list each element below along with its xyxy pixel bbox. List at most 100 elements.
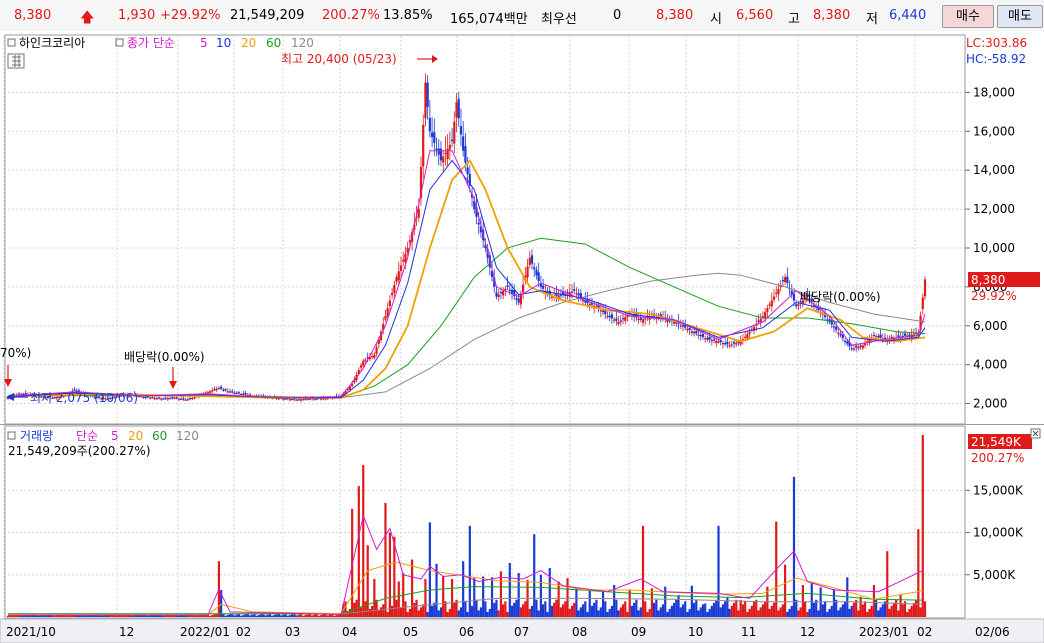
candle-body xyxy=(111,397,114,399)
candle-body xyxy=(726,341,729,345)
volume-bar xyxy=(821,604,824,617)
candle-body xyxy=(561,291,565,295)
last-change-label: 29.92% xyxy=(971,289,1017,303)
volume-bar xyxy=(40,615,43,617)
volume-bar xyxy=(812,602,816,617)
volume-bar xyxy=(335,615,338,617)
candle-body xyxy=(724,343,727,345)
candle-body xyxy=(761,316,765,318)
volume-bar xyxy=(695,599,698,617)
volume-bar xyxy=(686,611,689,617)
candle-body xyxy=(546,291,549,294)
candle-body xyxy=(752,326,756,331)
volume-bar xyxy=(273,615,276,617)
volume-bar xyxy=(308,613,312,617)
volume-bar xyxy=(49,614,52,617)
volume-bar xyxy=(522,604,525,617)
candle-body xyxy=(371,356,374,358)
candle-body xyxy=(850,348,853,350)
volume-bar xyxy=(77,615,81,617)
volume-bar xyxy=(619,607,622,617)
volume-bar xyxy=(62,615,65,617)
volume-bar xyxy=(351,508,354,617)
x-tick-label: 2023/01 xyxy=(859,625,909,639)
volume-bar xyxy=(282,614,285,617)
volume-bar xyxy=(915,599,918,617)
volume-bar xyxy=(719,607,722,617)
candle-body xyxy=(859,345,862,347)
volume-bar xyxy=(430,605,434,617)
candle-body xyxy=(839,333,842,336)
candle-body xyxy=(462,136,465,151)
volume-bar xyxy=(504,601,507,617)
volume-bar xyxy=(559,607,562,617)
candle-body xyxy=(732,341,736,344)
volume-bar xyxy=(442,576,445,617)
volume-bar xyxy=(473,578,476,617)
candle-body xyxy=(149,397,152,399)
volume-bar xyxy=(157,614,161,617)
volume-bar xyxy=(235,614,238,617)
candle-body xyxy=(408,240,411,243)
volume-bar xyxy=(826,611,829,617)
volume-bar xyxy=(764,601,767,617)
volume-bar xyxy=(450,579,454,617)
volume-bar xyxy=(331,614,334,617)
volume-bar xyxy=(670,605,673,617)
volume-bar xyxy=(557,581,560,617)
volume-bar xyxy=(84,615,87,617)
candle-body xyxy=(599,310,602,312)
table-grid-icon-lines xyxy=(12,55,21,67)
volume-bar xyxy=(6,615,10,617)
candle-body xyxy=(730,344,733,346)
legend-box-icon[interactable] xyxy=(7,38,16,47)
candle-body xyxy=(430,132,434,138)
candle-body xyxy=(375,347,378,354)
volume-bar xyxy=(171,615,174,617)
volume-bar xyxy=(31,615,34,617)
candle-body xyxy=(490,271,494,278)
candle-body xyxy=(497,294,500,297)
volume-bar xyxy=(493,602,496,617)
candle-body xyxy=(921,297,924,310)
volume-bar xyxy=(688,608,691,617)
volume-bar xyxy=(80,614,83,617)
candle-body xyxy=(22,393,25,396)
volume-bar xyxy=(388,532,391,617)
volume-bar xyxy=(271,615,274,617)
candle-body xyxy=(695,330,698,334)
candle-body xyxy=(166,398,169,400)
ask-price: 8,380 xyxy=(656,8,694,23)
legend-ma-box-icon[interactable] xyxy=(115,38,124,47)
candle-body xyxy=(162,398,165,400)
volume-bar xyxy=(284,614,287,617)
sell-button[interactable]: 매도 xyxy=(997,5,1043,28)
candle-body xyxy=(353,379,356,383)
volume-bar xyxy=(839,607,842,617)
candle-body xyxy=(306,398,309,400)
volume-legend-title: 거래량 xyxy=(20,429,53,443)
candle-body xyxy=(153,397,156,400)
volume-bar xyxy=(788,608,791,617)
open-label: 시 xyxy=(710,12,722,27)
annotation-dividend-1: 배당락(0.00%) xyxy=(124,350,205,364)
buy-button[interactable]: 매수 xyxy=(942,5,994,28)
volume-bar xyxy=(18,614,21,617)
volume-bar xyxy=(477,610,480,617)
candle-body xyxy=(151,397,154,399)
candle-body xyxy=(579,292,582,298)
candle-body xyxy=(746,334,749,339)
candle-body xyxy=(530,255,534,264)
candle-body xyxy=(231,391,234,393)
candle-body xyxy=(226,391,229,393)
volume-bar xyxy=(426,611,429,617)
volume-bar xyxy=(561,604,565,617)
volume-bar xyxy=(164,615,167,617)
volume-bar xyxy=(584,601,587,617)
last-volume-badge xyxy=(968,434,1032,449)
volume-bar xyxy=(222,614,225,617)
volume-bar xyxy=(131,615,134,617)
volume-legend-box-icon[interactable] xyxy=(7,431,16,440)
high-label: 고 xyxy=(788,12,800,27)
candle-body xyxy=(457,98,460,119)
